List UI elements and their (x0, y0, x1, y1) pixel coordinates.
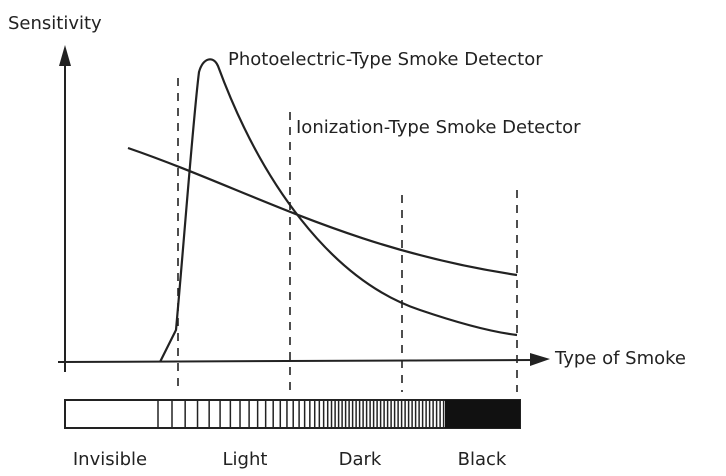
curve-label: Photoelectric-Type Smoke Detector (228, 49, 543, 70)
x-axis (57, 359, 536, 363)
y-axis-label: Sensitivity (8, 13, 102, 34)
y-arrow (59, 45, 71, 66)
x-arrow (530, 353, 550, 366)
scale-label: Dark (339, 449, 382, 470)
bar-black (445, 400, 520, 428)
photoelectric-curve (159, 58, 518, 363)
ionization-curve (127, 146, 518, 277)
scale-label: Invisible (73, 449, 147, 470)
scale-label: Light (223, 449, 268, 470)
x-axis-label: Type of Smoke (554, 348, 686, 369)
curve-label: Ionization-Type Smoke Detector (296, 117, 581, 138)
smoke-density-bar (64, 399, 521, 429)
scale-label: Black (458, 449, 507, 470)
